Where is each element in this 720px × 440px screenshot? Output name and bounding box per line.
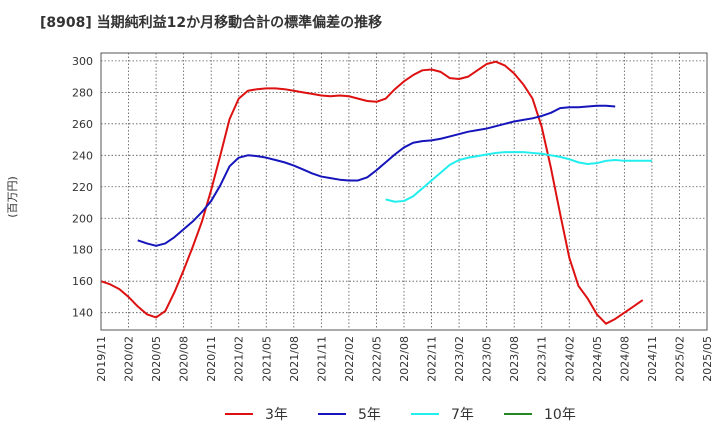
x-tick-label: 2021/11 <box>315 336 328 382</box>
y-tick-labels: 140 160 180 200 220 240 260 280 300 <box>72 55 93 320</box>
x-tick-label: 2024/08 <box>618 336 631 382</box>
x-tick-label: 2021/08 <box>288 336 301 382</box>
y-tick-label: 300 <box>72 55 93 68</box>
y-tick-label: 280 <box>72 86 93 99</box>
y-tick-label: 240 <box>72 149 93 162</box>
x-tick-label: 2020/08 <box>178 336 191 382</box>
legend-label: 7年 <box>451 407 474 423</box>
y-tick-label: 160 <box>72 275 93 288</box>
series-line-5年 <box>137 104 616 247</box>
x-tick-label: 2025/02 <box>673 336 686 382</box>
chart-title: [8908] 当期純利益12か月移動合計の標準偏差の推移 <box>40 14 382 31</box>
x-tick-label: 2022/11 <box>426 336 439 382</box>
y-tick-label: 200 <box>72 212 93 225</box>
y-tick-label: 260 <box>72 118 93 131</box>
x-tick-label: 2025/05 <box>701 336 714 382</box>
series-layer <box>100 60 652 325</box>
x-tick-label: 2020/05 <box>150 336 163 382</box>
x-tick-label: 2024/11 <box>646 336 659 382</box>
series-line-3年 <box>100 60 644 325</box>
y-tick-label: 140 <box>72 307 93 320</box>
legend-label: 3年 <box>265 407 288 423</box>
x-tick-label: 2023/08 <box>508 336 521 382</box>
x-tick-label: 2023/05 <box>481 336 494 382</box>
y-axis-label: (百万円) <box>6 176 19 218</box>
x-tick-label: 2022/05 <box>370 336 383 382</box>
plot-frame <box>100 52 708 331</box>
series-line-7年 <box>385 151 652 203</box>
x-tick-label: 2021/02 <box>233 336 246 382</box>
x-tick-label: 2024/05 <box>591 336 604 382</box>
legend-label: 10年 <box>544 407 576 423</box>
grid-layer <box>100 53 708 330</box>
x-tick-label: 2019/11 <box>95 336 108 382</box>
x-tick-label: 2022/08 <box>398 336 411 382</box>
x-tick-label: 2024/02 <box>563 336 576 382</box>
x-tick-label: 2022/02 <box>343 336 356 382</box>
y-tick-label: 220 <box>72 181 93 194</box>
x-tick-label: 2020/11 <box>205 336 218 382</box>
y-tick-label: 180 <box>72 244 93 257</box>
x-tick-label: 2023/02 <box>453 336 466 382</box>
x-tick-label: 2020/02 <box>123 336 136 382</box>
x-tick-label: 2021/05 <box>260 336 273 382</box>
x-tick-labels: 2019/11 2020/02 2020/05 2020/08 2020/11 2021/… <box>95 336 714 382</box>
x-tick-label: 2023/11 <box>536 336 549 382</box>
legend-label: 5年 <box>358 407 381 423</box>
legend: 3年 5年 7年 10年 <box>225 407 576 423</box>
